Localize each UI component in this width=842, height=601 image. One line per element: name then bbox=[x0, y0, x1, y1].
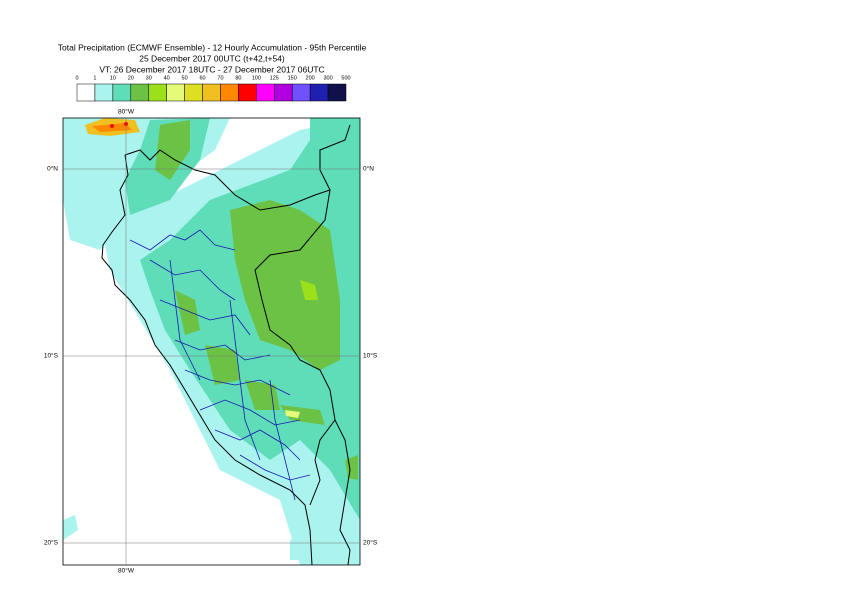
subtitle: 25 December 2017 00UTC (t+42,t+54) bbox=[139, 53, 285, 63]
colorbar-label: 300 bbox=[323, 75, 332, 81]
colorbar-swatch bbox=[220, 83, 239, 102]
colorbar-swatch bbox=[256, 83, 275, 102]
lat-label: 20°S bbox=[363, 539, 378, 547]
colorbar-swatch bbox=[202, 83, 221, 102]
colorbar-label: 150 bbox=[288, 75, 297, 81]
colorbar-swatch bbox=[184, 83, 203, 102]
colorbar-swatch bbox=[148, 83, 167, 102]
lon-label: 80°W bbox=[118, 567, 135, 575]
colorbar-swatch bbox=[309, 83, 329, 102]
colorbar-swatch bbox=[274, 83, 293, 102]
graticule bbox=[63, 118, 360, 565]
colorbar-label: 40 bbox=[164, 75, 170, 81]
colorbar-swatch bbox=[327, 83, 347, 102]
geo-labels: 0°N 0°N 10°S 10°S 20°S 20°S 80°W 80°W bbox=[44, 108, 378, 575]
colorbar-label: 10 bbox=[110, 75, 116, 81]
colorbar-label: 125 bbox=[270, 75, 279, 81]
colorbar-label: 0 bbox=[75, 75, 78, 81]
colorbar-label: 30 bbox=[146, 75, 152, 81]
map-frame bbox=[62, 117, 361, 566]
colorbar-swatch bbox=[291, 83, 311, 102]
colorbar-swatch bbox=[76, 83, 96, 102]
colorbar-swatch bbox=[94, 83, 114, 102]
colorbar-label: 20 bbox=[128, 75, 134, 81]
title-block: Total Precipitation (ECMWF Ensemble) - 1… bbox=[58, 42, 367, 74]
colorbar-label: 80 bbox=[235, 75, 241, 81]
lon-label: 80°W bbox=[118, 108, 135, 116]
valid-time: VT: 26 December 2017 18UTC - 27 December… bbox=[99, 64, 324, 74]
colorbar-swatch bbox=[130, 83, 149, 102]
colorbar-swatch bbox=[166, 83, 185, 102]
colorbar: 0 1 10 20 30 40 50 60 70 80 100 125 150 200 300 500 bbox=[75, 75, 351, 102]
lat-label: 10°S bbox=[363, 352, 378, 360]
colorbar-label: 50 bbox=[182, 75, 188, 81]
title: Total Precipitation (ECMWF Ensemble) - 1… bbox=[58, 42, 367, 52]
colorbar-label: 500 bbox=[341, 75, 350, 81]
colorbar-label: 200 bbox=[306, 75, 315, 81]
colorbar-swatch bbox=[238, 83, 257, 102]
lat-label: 0°N bbox=[363, 165, 374, 173]
colorbar-label: 100 bbox=[252, 75, 261, 81]
lat-label: 10°S bbox=[44, 352, 59, 360]
colorbar-label: 60 bbox=[199, 75, 205, 81]
colorbar-label: 1 bbox=[93, 75, 96, 81]
lat-label: 0°N bbox=[47, 165, 58, 173]
lat-label: 20°S bbox=[44, 539, 59, 547]
precipitation-field bbox=[63, 118, 360, 565]
colorbar-swatch bbox=[112, 83, 132, 102]
colorbar-label: 70 bbox=[217, 75, 223, 81]
